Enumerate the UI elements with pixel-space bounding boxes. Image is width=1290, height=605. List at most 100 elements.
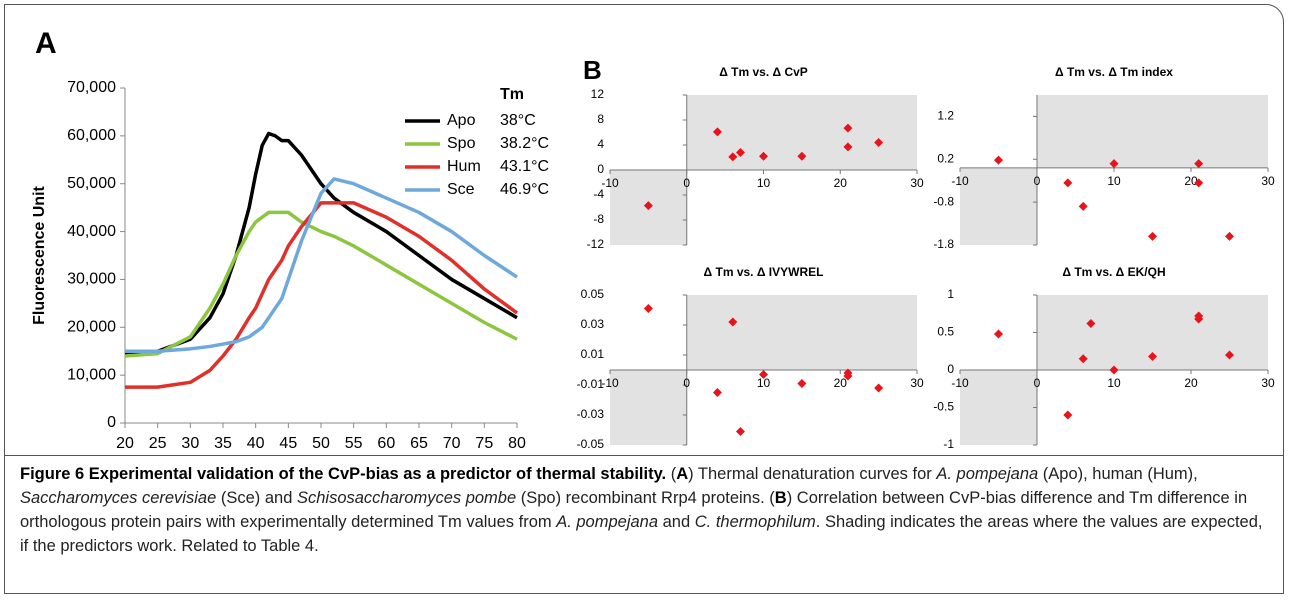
y-tick-label: -1.8 — [933, 237, 954, 251]
y-tick-label: 10,000 — [67, 366, 116, 383]
y-tick-label: 4 — [597, 137, 604, 151]
legend-label: Spo — [447, 135, 476, 152]
y-tick-label: 50,000 — [67, 175, 116, 192]
x-tick-label: -10 — [601, 376, 619, 390]
point — [1148, 231, 1157, 241]
y-tick-label: -0.5 — [933, 400, 954, 414]
y-tick-label: 60,000 — [67, 127, 116, 144]
point — [843, 371, 853, 381]
x-tick-label: 25 — [149, 435, 167, 452]
x-tick-label: 20 — [1184, 376, 1198, 390]
x-tick-label: 65 — [410, 435, 428, 452]
point — [643, 304, 653, 313]
y-tick-label: 0.05 — [581, 287, 605, 301]
x-tick-label: 0 — [683, 376, 690, 390]
caption-text: ) Thermal denaturation curves for — [688, 465, 937, 483]
caption-text: B — [774, 489, 787, 507]
y-tick-label: 0.01 — [581, 347, 605, 361]
caption-text: ) Correlation between CvP-bias differenc… — [20, 489, 1248, 531]
x-tick-label: 20 — [834, 376, 848, 390]
y-tick-label: 0 — [597, 162, 604, 176]
x-tick-label: 30 — [910, 376, 924, 390]
point — [712, 388, 722, 397]
legend-tm: 46.9°C — [500, 181, 549, 198]
point — [994, 329, 1003, 339]
panel-label: B — [583, 55, 602, 85]
caption-text: (Apo), human (Hum), — [1038, 465, 1198, 483]
caption-text: Saccharomyces cerevisiae — [20, 489, 217, 507]
x-tick-label: 35 — [214, 435, 232, 452]
x-tick-label: 80 — [508, 435, 526, 452]
point — [735, 148, 745, 157]
caption-text: (Sce) and — [216, 489, 297, 507]
x-tick-label: -10 — [601, 176, 619, 190]
x-tick-label: 20 — [834, 176, 848, 190]
point — [874, 383, 884, 393]
x-tick-label: 60 — [377, 435, 395, 452]
point — [843, 142, 853, 152]
y-tick-label: -0.8 — [933, 194, 954, 208]
point — [1109, 365, 1119, 375]
y-tick-label: 0 — [947, 362, 954, 376]
y-tick-label: 12 — [591, 87, 605, 101]
y-tick-label: 0.5 — [937, 325, 954, 339]
y-tick-label: 1.2 — [937, 109, 954, 123]
chart-title: Δ Tm vs. Δ EK/QH — [1062, 265, 1165, 279]
point — [1063, 410, 1073, 420]
y-axis-title: Fluorescence Unit — [31, 185, 48, 324]
y-tick-label: 20,000 — [67, 319, 116, 336]
point — [1148, 352, 1157, 361]
expected-region — [960, 167, 1037, 245]
point — [728, 317, 738, 327]
caption-text: Schisosaccharomyces pombe — [296, 489, 517, 507]
y-tick-label: 40,000 — [67, 223, 116, 240]
series-line — [124, 210, 518, 358]
y-tick-label: -8 — [593, 212, 604, 226]
point — [797, 151, 807, 161]
chart-title: Δ Tm vs. Δ Tm index — [1055, 65, 1173, 79]
x-tick-label: 40 — [247, 435, 265, 452]
point — [735, 427, 745, 436]
expected-region — [610, 370, 687, 445]
y-tick-label: 8 — [597, 112, 604, 126]
point — [874, 138, 884, 147]
expected-region — [1037, 95, 1268, 168]
legend-tm: 38°C — [500, 112, 536, 129]
x-tick-label: 30 — [910, 176, 924, 190]
legend-label: Hum — [447, 158, 481, 175]
point — [759, 151, 768, 161]
y-tick-label: 1 — [947, 287, 954, 301]
point — [1078, 201, 1088, 211]
legend-header: Tm — [500, 86, 524, 103]
caption-text: (Spo) recombinant Rrp4 proteins. ( — [516, 489, 775, 507]
x-tick-label: 0 — [1034, 174, 1041, 188]
figure: A 0 10,000 20,000 30,000 40,000 50,000 60,000 70… — [31, 27, 1275, 452]
y-tick-label: -12 — [587, 237, 605, 251]
x-tick-label: 20 — [1184, 174, 1198, 188]
series-line — [125, 201, 519, 389]
x-tick-label: 70 — [443, 435, 461, 452]
point — [1225, 350, 1234, 360]
point — [643, 201, 653, 211]
x-tick-label: 10 — [1107, 376, 1121, 390]
series-line — [124, 131, 518, 356]
point — [1078, 354, 1088, 364]
caption-text: . Shading indicates the areas where the … — [20, 513, 1263, 555]
legend-tm: 43.1°C — [500, 158, 549, 175]
y-tick-label: -1 — [943, 437, 954, 451]
caption-text: Figure 6 Experimental validation of the … — [20, 465, 667, 483]
x-tick-label: 10 — [1107, 174, 1121, 188]
y-tick-label: 30,000 — [67, 271, 116, 288]
point — [728, 152, 738, 162]
point — [1194, 314, 1204, 324]
y-tick-label: -0.03 — [577, 407, 605, 421]
x-tick-label: 10 — [757, 176, 771, 190]
x-tick-label: 30 — [1261, 376, 1275, 390]
x-tick-label: -10 — [951, 174, 969, 188]
legend-label: Apo — [447, 112, 476, 129]
x-tick-label: 20 — [116, 435, 134, 452]
point — [1194, 178, 1204, 188]
caption-text: A. pompejana — [556, 513, 659, 531]
y-tick-label: 0.03 — [581, 317, 605, 331]
point — [759, 370, 768, 379]
